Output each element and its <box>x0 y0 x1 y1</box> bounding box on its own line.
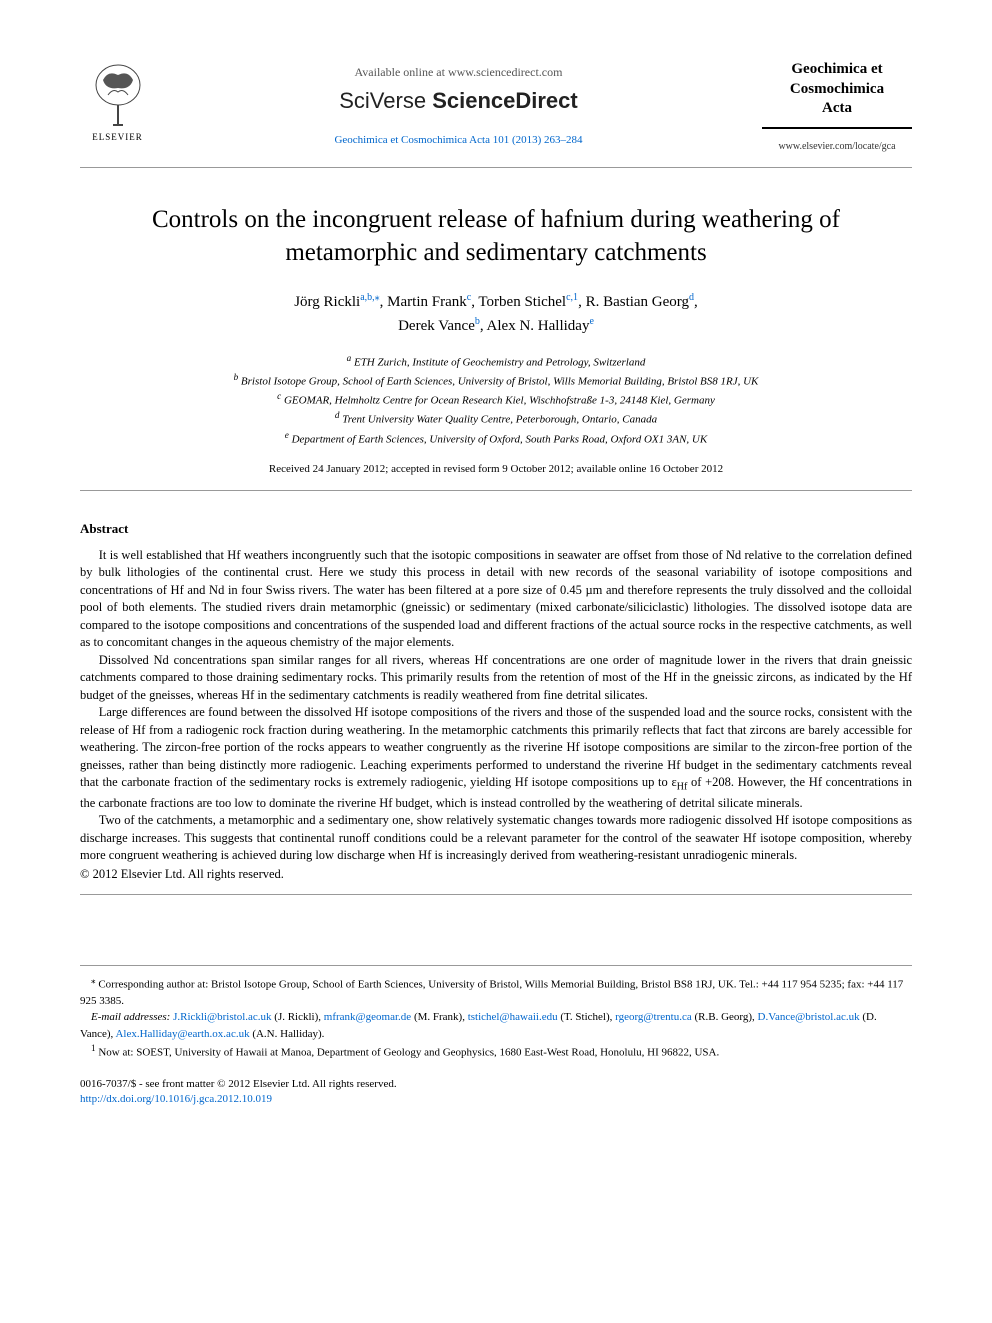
affiliation-e: e Department of Earth Sciences, Universi… <box>80 429 912 448</box>
abstract-p1: It is well established that Hf weathers … <box>80 547 912 652</box>
abstract-p3: Large differences are found between the … <box>80 704 912 812</box>
affiliation-b: b Bristol Isotope Group, School of Earth… <box>80 371 912 390</box>
elsevier-label: ELSEVIER <box>92 132 143 142</box>
author-1-sup: a,b,⁎ <box>360 292 379 303</box>
email-addresses: E-mail addresses: J.Rickli@bristol.ac.uk… <box>80 1009 912 1042</box>
corresponding-author-note: ⁎ Corresponding author at: Bristol Isoto… <box>80 974 912 1010</box>
journal-name-line1: Geochimica et <box>762 60 912 80</box>
affiliations-list: a ETH Zurich, Institute of Geochemistry … <box>80 352 912 448</box>
available-online-text: Available online at www.sciencedirect.co… <box>155 65 762 80</box>
sciverse-text: SciVerse <box>339 88 426 113</box>
issn-text: 0016-7037/$ - see front matter © 2012 El… <box>80 1077 912 1092</box>
author-4-sup: d <box>689 292 694 303</box>
copyright-text: © 2012 Elsevier Ltd. All rights reserved… <box>80 867 912 882</box>
email-2[interactable]: mfrank@geomar.de <box>324 1011 411 1023</box>
abstract-divider <box>80 894 912 895</box>
abstract-p2: Dissolved Nd concentrations span similar… <box>80 652 912 705</box>
elsevier-tree-icon <box>88 60 148 130</box>
author-5: Derek Vance <box>398 318 475 334</box>
doi-link[interactable]: http://dx.doi.org/10.1016/j.gca.2012.10.… <box>80 1092 912 1107</box>
author-1: Jörg Rickli <box>294 294 360 310</box>
abstract-p4: Two of the catchments, a metamorphic and… <box>80 812 912 865</box>
abstract-heading: Abstract <box>80 521 912 537</box>
email-6[interactable]: Alex.Halliday@earth.ox.ac.uk <box>115 1028 249 1040</box>
journal-url[interactable]: www.elsevier.com/locate/gca <box>762 141 912 152</box>
article-dates: Received 24 January 2012; accepted in re… <box>80 463 912 491</box>
sciencedirect-logo: SciVerse ScienceDirect <box>155 88 762 114</box>
email-1[interactable]: J.Rickli@bristol.ac.uk <box>173 1011 271 1023</box>
author-2-sup: c <box>467 292 471 303</box>
now-at-note: 1 Now at: SOEST, University of Hawaii at… <box>80 1042 912 1061</box>
email-3[interactable]: tstichel@hawaii.edu <box>468 1011 558 1023</box>
center-header: Available online at www.sciencedirect.co… <box>155 60 762 146</box>
affiliation-a: a ETH Zurich, Institute of Geochemistry … <box>80 352 912 371</box>
author-6-sup: e <box>589 316 593 327</box>
author-3-sup: c,1 <box>566 292 578 303</box>
journal-reference-link[interactable]: Geochimica et Cosmochimica Acta 101 (201… <box>155 134 762 146</box>
abstract-body: It is well established that Hf weathers … <box>80 547 912 865</box>
elsevier-logo: ELSEVIER <box>80 60 155 142</box>
journal-brand-box: Geochimica et Cosmochimica Acta www.else… <box>762 60 912 152</box>
journal-name-line3: Acta <box>762 99 912 119</box>
email-4[interactable]: rgeorg@trentu.ca <box>615 1011 692 1023</box>
sciencedirect-text: ScienceDirect <box>432 88 578 113</box>
author-6: Alex N. Halliday <box>487 318 590 334</box>
footnotes-section: ⁎ Corresponding author at: Bristol Isoto… <box>80 965 912 1062</box>
authors-list: Jörg Ricklia,b,⁎, Martin Frankc, Torben … <box>80 290 912 337</box>
article-header: ELSEVIER Available online at www.science… <box>80 60 912 168</box>
email-5[interactable]: D.Vance@bristol.ac.uk <box>758 1011 860 1023</box>
affiliation-c: c GEOMAR, Helmholtz Centre for Ocean Res… <box>80 390 912 409</box>
article-title: Controls on the incongruent release of h… <box>140 203 852 271</box>
bottom-info: 0016-7037/$ - see front matter © 2012 El… <box>80 1077 912 1108</box>
author-2: Martin Frank <box>387 294 467 310</box>
author-5-sup: b <box>475 316 480 327</box>
journal-name-line2: Cosmochimica <box>762 80 912 100</box>
affiliation-d: d Trent University Water Quality Centre,… <box>80 409 912 428</box>
author-3: Torben Stichel <box>478 294 566 310</box>
journal-name: Geochimica et Cosmochimica Acta <box>762 60 912 129</box>
author-4: R. Bastian Georg <box>586 294 689 310</box>
email-label: E-mail addresses: <box>91 1011 170 1023</box>
